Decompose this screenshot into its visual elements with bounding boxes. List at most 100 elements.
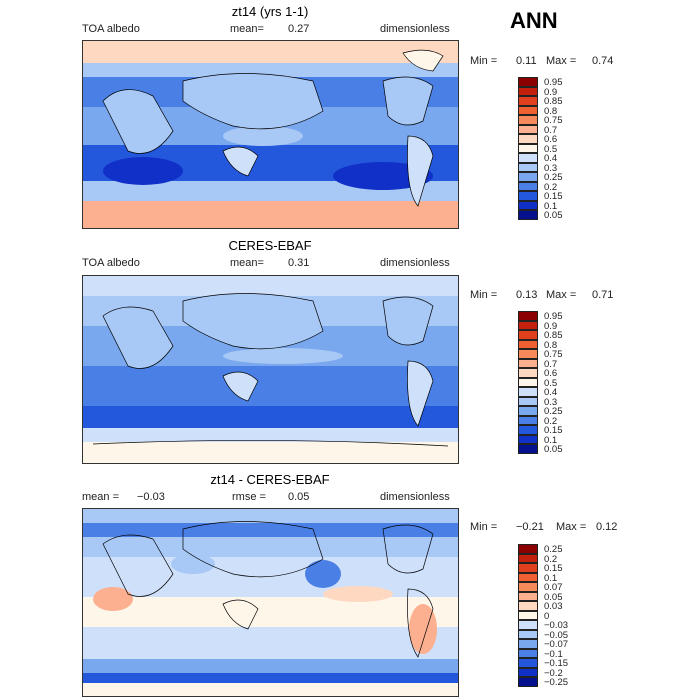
colorbar-swatch [518, 330, 538, 340]
colorbar-swatch [518, 648, 538, 658]
colorbar-level-label: 0.3 [544, 162, 558, 174]
colorbar-level-label: −0.2 [544, 667, 563, 679]
colorbar-level-label: 0.9 [544, 86, 558, 98]
colorbar-swatch [518, 425, 538, 435]
colorbar-level-label: −0.03 [544, 620, 569, 631]
panel-2-title: CERES-EBAF [228, 238, 312, 253]
colorbar-level-label: 0.85 [544, 330, 563, 341]
colorbar-swatch [518, 582, 538, 592]
colorbar-level-label: 0.5 [544, 377, 558, 389]
colorbar-swatch [518, 563, 538, 573]
colorbar-level-label: 0 [544, 610, 550, 622]
panel-3-max-value: 0.12 [596, 521, 618, 533]
panel-1-mean-value: 0.27 [288, 23, 310, 35]
colorbar-swatch [518, 200, 538, 210]
colorbar-level-label: 0.05 [544, 444, 563, 455]
panel-1-mean-label: mean= [230, 23, 264, 35]
colorbar-swatch [518, 629, 538, 639]
colorbar-swatch [518, 572, 538, 582]
colorbar-swatch [518, 444, 538, 454]
colorbar-swatch [518, 358, 538, 368]
colorbar-swatch [518, 181, 538, 191]
panel-2-mean-label: mean= [230, 257, 264, 269]
panel-3-rmse-value: 0.05 [288, 491, 310, 503]
colorbar-level-label: 0.15 [544, 191, 563, 202]
colorbar-level-label: 0.8 [544, 105, 558, 117]
panel-2-min-value: 0.13 [516, 289, 538, 301]
colorbar-level-label: 0.2 [544, 415, 558, 427]
colorbar-level-label: 0.75 [544, 115, 563, 126]
colorbar-level-label: 0.1 [544, 434, 558, 446]
panel-3-mean-label: mean = [82, 491, 119, 503]
colorbar-swatch [518, 349, 538, 359]
colorbar-swatch [518, 134, 538, 144]
panel-2-map [82, 275, 459, 464]
panel-1-map [82, 40, 459, 229]
panel-3-mean-value: −0.03 [137, 491, 165, 503]
colorbar-swatch [518, 591, 538, 601]
colorbar-swatch [518, 658, 538, 668]
colorbar-level-label: 0.3 [544, 396, 558, 408]
colorbar-level-label: −0.1 [544, 648, 563, 660]
colorbar-swatch [518, 377, 538, 387]
colorbar-swatch [518, 601, 538, 611]
colorbar-swatch [518, 396, 538, 406]
colorbar-swatch [518, 162, 538, 172]
colorbar-level-label: 0.9 [544, 320, 558, 332]
panel-2-min-label: Min = [470, 289, 498, 301]
colorbar-swatch [518, 610, 538, 620]
colorbar-level-label: 0.95 [544, 311, 563, 322]
colorbar-level-label: −0.07 [544, 639, 569, 650]
panel-3-map [82, 508, 459, 697]
colorbar-swatch [518, 124, 538, 134]
panel-1-min-label: Min = [470, 55, 498, 67]
colorbar-swatch [518, 639, 538, 649]
colorbar-level-label: 0.2 [544, 181, 558, 193]
colorbar-level-label: 0.85 [544, 96, 563, 107]
panel-2-units: dimensionless [380, 257, 450, 269]
panel-1-colorbar: 0.95 0.9 0.85 0.8 0.75 0.7 0.6 0.5 0.4 0.3 0.25 0.2… [518, 77, 563, 221]
colorbar-level-label: 0.6 [544, 368, 558, 379]
colorbar-level-label: 0.05 [544, 210, 563, 221]
colorbar-swatch [518, 434, 538, 444]
panel-1-map-field [83, 41, 458, 228]
colorbar-swatch [518, 143, 538, 153]
colorbar-swatch [518, 77, 538, 87]
colorbar-swatch [518, 86, 538, 96]
colorbar-level-label: 0.03 [544, 601, 563, 612]
colorbar-swatch [518, 677, 538, 687]
panel-1-max-value: 0.74 [592, 55, 614, 67]
colorbar-level-label: 0.7 [544, 124, 558, 136]
colorbar-level-label: 0.6 [544, 134, 558, 145]
colorbar-level-label: 0.25 [544, 172, 563, 183]
panel-3-units: dimensionless [380, 491, 450, 503]
colorbar-level-label: −0.15 [544, 658, 569, 669]
colorbar-swatch [518, 105, 538, 115]
colorbar-level-label: 0.75 [544, 349, 563, 360]
colorbar-swatch [518, 544, 538, 554]
colorbar-level-label: 0.8 [544, 339, 558, 351]
colorbar-level-label: 0.07 [544, 582, 563, 593]
panel-3-colorbar: 0.25 0.2 0.15 0.1 0.07 0.05 0.03 0 −0.03 −0.05 −0.… [518, 544, 568, 688]
panel-2-variable: TOA albedo [82, 257, 140, 269]
colorbar-level-label: 0.2 [544, 553, 558, 565]
panel-1-title: zt14 (yrs 1-1) [231, 4, 309, 19]
season-label: ANN [510, 8, 558, 33]
colorbar-level-label: 0.25 [544, 544, 563, 555]
colorbar-swatch [518, 667, 538, 677]
panel-3-title: zt14 - CERES-EBAF [210, 472, 330, 487]
colorbar-level-label: −0.05 [544, 629, 569, 641]
panel-3-rmse-label: rmse = [232, 491, 266, 503]
panel-2-max-label: Max = [546, 289, 577, 301]
panel-3-min-label: Min = [470, 521, 498, 533]
panel-1-variable: TOA albedo [82, 23, 140, 35]
colorbar-level-label: 0.7 [544, 358, 558, 370]
colorbar-swatch [518, 406, 538, 416]
colorbar-swatch [518, 115, 538, 125]
colorbar-level-label: 0.1 [544, 200, 558, 212]
colorbar-swatch [518, 96, 538, 106]
colorbar-swatch [518, 415, 538, 425]
colorbar-swatch [518, 368, 538, 378]
colorbar-swatch [518, 172, 538, 182]
panel-2-mean-value: 0.31 [288, 257, 310, 269]
